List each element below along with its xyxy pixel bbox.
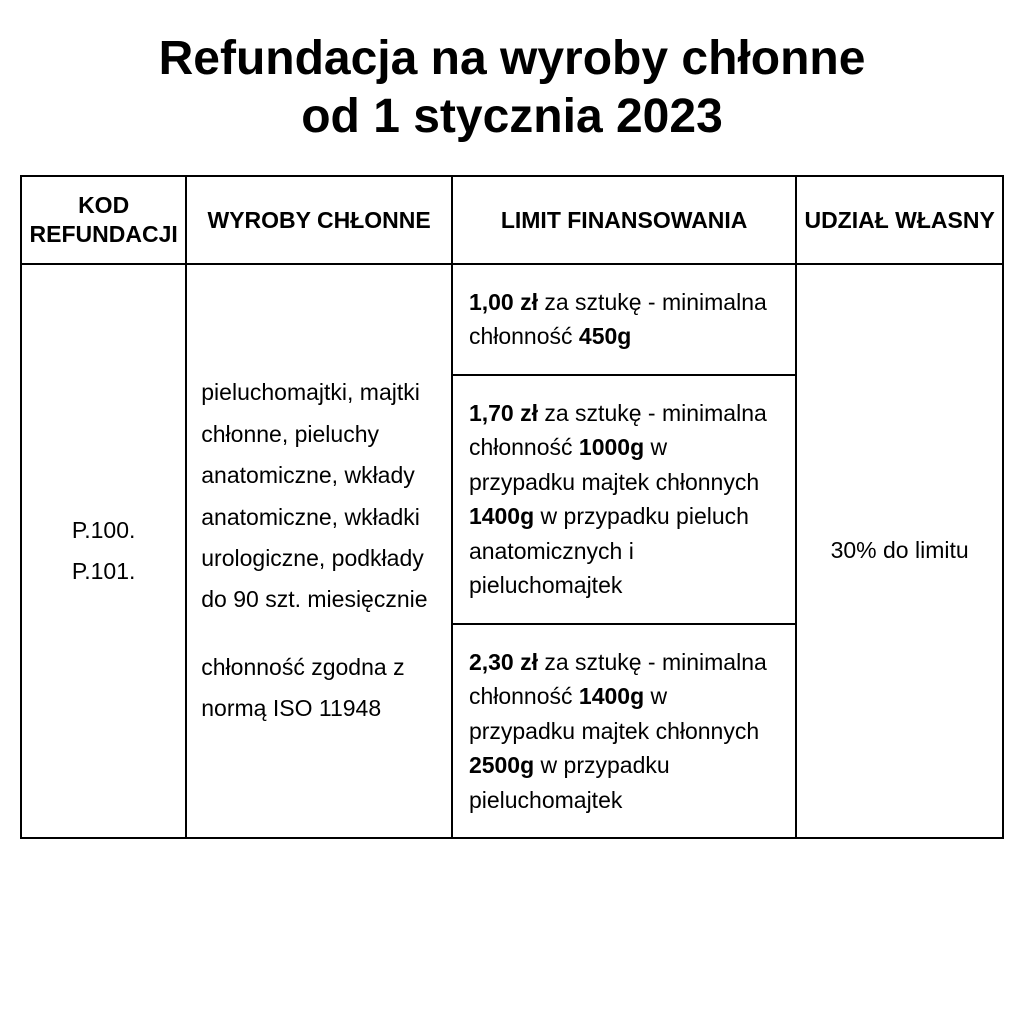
title-line-2: od 1 stycznia 2023 — [301, 90, 723, 143]
limit3-w1: 1400g — [579, 683, 644, 709]
header-share: UDZIAŁ WŁASNY — [797, 175, 1004, 265]
limit1-weight: 450g — [579, 323, 631, 349]
table-header-row: KOD REFUNDACJI WYROBY CHŁONNE LIMIT FINA… — [20, 175, 1004, 265]
header-products: WYROBY CHŁONNE — [187, 175, 453, 265]
code-2: P.101. — [36, 551, 171, 592]
header-code: KOD REFUNDACJI — [20, 175, 187, 265]
cell-share: 30% do limitu — [797, 265, 1004, 840]
limit3-w2: 2500g — [469, 752, 534, 778]
limit2-price: 1,70 zł — [469, 400, 538, 426]
refund-table: KOD REFUNDACJI WYROBY CHŁONNE LIMIT FINA… — [20, 175, 1004, 839]
limit1-price: 1,00 zł — [469, 289, 538, 315]
limit-tier-1: 1,00 zł za sztukę - minimalna chłonność … — [453, 265, 795, 376]
cell-code: P.100. P.101. — [20, 265, 187, 840]
table-body-row: P.100. P.101. pieluchomajtki, majtki chł… — [20, 265, 1004, 840]
share-value: 30% do limitu — [831, 530, 969, 571]
cell-limits: 1,00 zł za sztukę - minimalna chłonność … — [453, 265, 797, 840]
cell-products: pieluchomajtki, majtki chłonne, pieluchy… — [187, 265, 453, 840]
limit3-price: 2,30 zł — [469, 649, 538, 675]
page-title: Refundacja na wyroby chłonne od 1 styczn… — [20, 30, 1004, 145]
limit2-w1: 1000g — [579, 434, 644, 460]
header-limit: LIMIT FINANSOWANIA — [453, 175, 797, 265]
limit2-w2: 1400g — [469, 503, 534, 529]
products-note: chłonność zgodna z normą ISO 11948 — [201, 647, 437, 730]
limit-tier-2: 1,70 zł za sztukę - minimalna chłonność … — [453, 376, 795, 625]
limit-tier-3: 2,30 zł za sztukę - minimalna chłonność … — [453, 625, 795, 838]
products-list: pieluchomajtki, majtki chłonne, pieluchy… — [201, 372, 437, 620]
code-1: P.100. — [36, 510, 171, 551]
title-line-1: Refundacja na wyroby chłonne — [159, 32, 866, 85]
